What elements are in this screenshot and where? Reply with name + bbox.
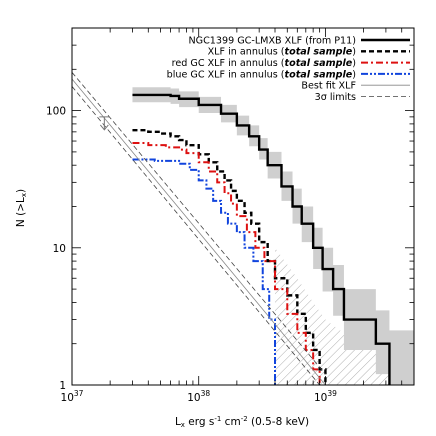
legend: NGC1399 GC-LMXB XLF (from P11)XLF in ann… — [167, 35, 410, 103]
y-tick-label: 10 — [53, 243, 66, 255]
legend-label-sigma: 3σ limits — [315, 92, 356, 103]
legend-label-p11: NGC1399 GC-LMXB XLF (from P11) — [188, 35, 356, 46]
series-line-red — [132, 142, 321, 385]
series-line-blue — [132, 158, 277, 385]
x-tick-label: 1039 — [314, 389, 337, 404]
x-tick-label: 1038 — [187, 389, 210, 404]
legend-label-blue: blue GC XLF in annulus (total sample) — [167, 69, 356, 80]
x-axis-label: Lx erg s-1 cm-2 (0.5-8 keV) — [175, 415, 309, 429]
series-line-sigma_lo — [72, 86, 320, 385]
upper-limit-marker — [99, 116, 110, 131]
series-line-bestfit — [72, 78, 326, 385]
legend-label-bestfit: Best fit XLF — [301, 81, 356, 92]
legend-label-red: red GC XLF in annulus (total sample) — [172, 58, 356, 69]
legend-label-annulus: XLF in annulus (total sample) — [208, 47, 356, 58]
p11-uncertainty-band — [132, 87, 414, 385]
series-line-sigma_hi — [72, 72, 326, 375]
plot-area — [72, 72, 414, 385]
series-line-p11 — [132, 93, 391, 385]
series-line-annulus — [132, 128, 327, 385]
y-tick-label: 1 — [59, 380, 66, 392]
y-tick-label: 100 — [46, 106, 66, 118]
x-tick-label: 1037 — [61, 389, 84, 404]
y-axis-label: N (>Lx) — [15, 189, 28, 227]
axis-ticks: 1037 1038 1039 1 10 100 — [46, 27, 415, 404]
